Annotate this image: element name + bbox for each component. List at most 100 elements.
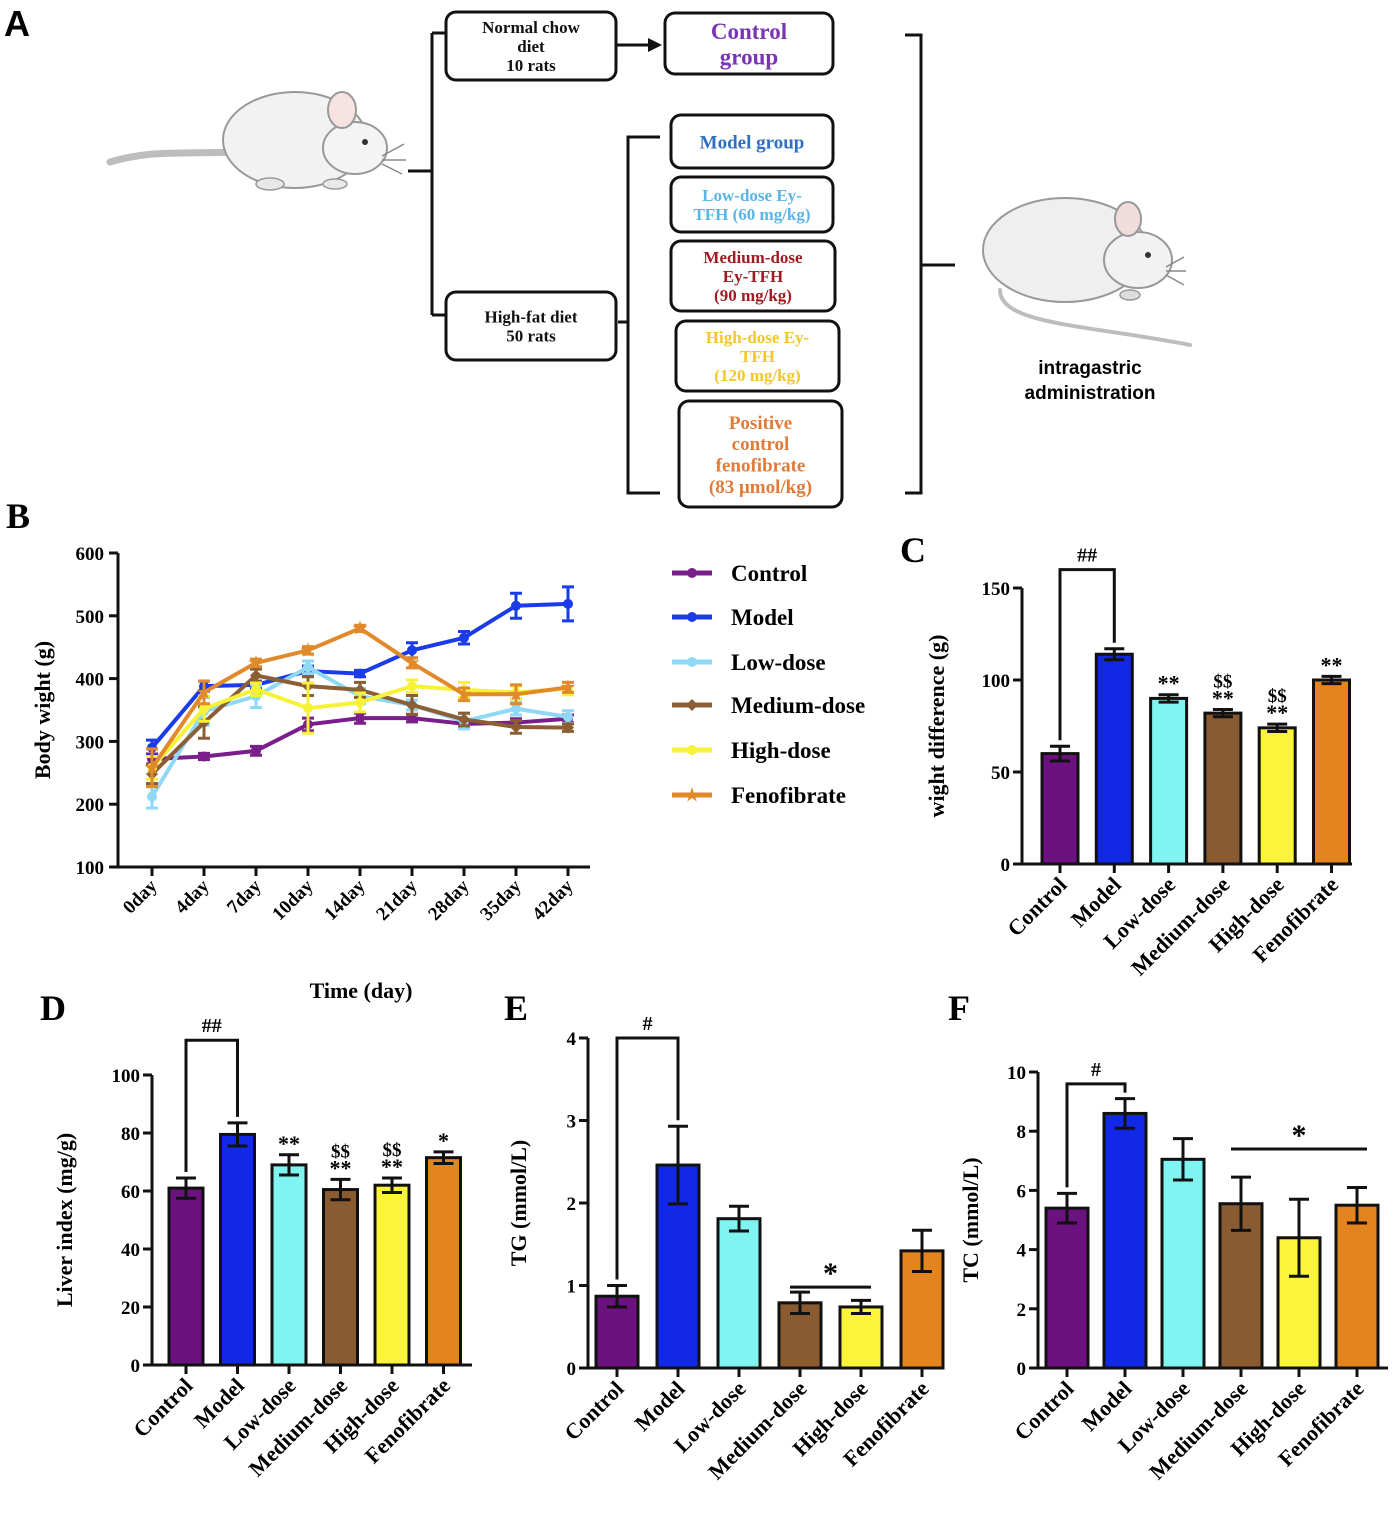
error-bar <box>433 1150 454 1165</box>
error-bar <box>227 1121 248 1148</box>
treatment-group-3-line: TFH <box>740 347 775 366</box>
rat-illustration-left <box>106 91 406 191</box>
significance-mark: ** <box>1321 652 1343 677</box>
treatment-group-3-line: (120 mg/kg) <box>714 366 800 385</box>
x-tick-label: Control <box>559 1376 628 1445</box>
legend-label: Low-dose <box>731 650 826 675</box>
normal-chow-line: Normal chow <box>482 18 580 37</box>
error-bar <box>176 1176 196 1200</box>
significance-mark-2: $$ <box>1213 671 1232 692</box>
x-axis-title: Time (day) <box>310 978 413 1003</box>
data-point <box>560 679 576 694</box>
error-bar <box>1173 1137 1193 1182</box>
series-model <box>146 585 574 757</box>
significance-mark-2: $$ <box>383 1140 402 1161</box>
treatment-group-2-box <box>669 239 837 313</box>
significance-mark: ** <box>1266 700 1288 725</box>
significance-mark: * <box>438 1128 449 1153</box>
bracket-label: ## <box>202 1015 222 1037</box>
rat-illustration-right <box>982 197 1192 347</box>
legend-label: High-dose <box>731 738 831 763</box>
admin-label-line2: administration <box>1025 383 1156 404</box>
x-tick-label: 4day <box>171 875 214 918</box>
panel-label-f: F <box>948 988 970 1028</box>
control-group-line: group <box>720 45 778 70</box>
x-tick-label: 14day <box>320 875 370 925</box>
significance-mark-2: $$ <box>331 1141 350 1162</box>
panel-label-d: D <box>40 988 66 1028</box>
error-bar <box>1104 647 1125 662</box>
y-tick-label: 40 <box>121 1240 140 1261</box>
line-label: * <box>823 1257 838 1290</box>
treatment-group-3-line: High-dose Ey- <box>706 328 810 347</box>
bar-fenofibrate <box>1312 678 1351 866</box>
error-bar <box>1321 674 1342 686</box>
treatment-group-1-line: Low-dose Ey- <box>702 186 802 205</box>
bar-model <box>1094 652 1134 866</box>
error-bar <box>729 1204 749 1233</box>
y-tick-label: 0 <box>1001 855 1011 876</box>
data-point <box>406 698 418 711</box>
y-tick-label: 8 <box>1017 1122 1027 1143</box>
x-tick-label: Control <box>1009 1376 1078 1445</box>
y-tick-label: 6 <box>1017 1181 1027 1202</box>
error-bar <box>790 1290 810 1316</box>
y-tick-label: 400 <box>76 670 105 691</box>
bar-medium-dose <box>322 1188 359 1367</box>
bar-low-dose <box>270 1163 308 1367</box>
error-bar <box>1267 722 1288 734</box>
significance-mark: ** <box>330 1155 352 1180</box>
significance-mark: ** <box>381 1154 403 1179</box>
data-point <box>511 600 521 611</box>
data-point <box>459 632 469 643</box>
treatment-group-4-line: (83 μmol/kg) <box>709 477 812 498</box>
y-tick-label: 2 <box>1017 1300 1027 1321</box>
data-point <box>144 759 160 775</box>
treatment-group-4-line: fenofibrate <box>716 455 806 476</box>
y-tick-label: 0 <box>131 1356 141 1377</box>
bar-medium-dose <box>1203 711 1243 866</box>
y-axis-title: TG (mmol/L) <box>506 1140 531 1267</box>
chart-b-legend: Control Model Low-dose Medium-dose High-dose… <box>672 561 865 808</box>
high-fat-diet-line: 50 rats <box>506 327 556 346</box>
y-tick-label: 0 <box>567 1359 577 1380</box>
high-fat-diet-box <box>444 290 618 362</box>
error-bar <box>279 1153 299 1177</box>
x-tick-label: 0day <box>119 875 162 918</box>
data-point <box>456 686 472 701</box>
legend-marker <box>686 699 698 711</box>
error-bar <box>851 1298 871 1316</box>
error-bar <box>1347 1185 1367 1225</box>
y-tick-label: 0 <box>1017 1359 1027 1380</box>
x-tick-label: 10day <box>268 875 318 925</box>
data-point <box>355 713 365 724</box>
treatment-group-2-line: Medium-dose <box>703 248 803 267</box>
bracket-label: # <box>1091 1059 1101 1081</box>
chart-b-body-weight: 100 200 300 400 500 600 0day 4day 7day 10day 14day… <box>30 544 590 1003</box>
bar-model <box>219 1132 256 1367</box>
y-tick-label: 200 <box>76 795 105 816</box>
treatment-group-4-line: control <box>732 434 790 455</box>
y-tick-label: 50 <box>991 763 1010 784</box>
legend-marker <box>684 787 700 802</box>
legend-label: Medium-dose <box>731 693 865 718</box>
y-tick-label: 1 <box>567 1277 577 1298</box>
y-tick-label: 100 <box>76 858 105 879</box>
admin-label-line1: intragastric <box>1038 358 1142 379</box>
error-bar <box>1289 1197 1309 1278</box>
treatment-group-4-line: Positive <box>729 413 792 434</box>
y-tick-label: 100 <box>982 671 1011 692</box>
y-tick-label: 60 <box>121 1182 140 1203</box>
group-bracket <box>618 135 660 495</box>
bar-fenofibrate <box>425 1156 462 1367</box>
error-bar <box>1158 693 1179 704</box>
series-control <box>146 711 574 766</box>
treatment-group-2-line: Ey-TFH <box>723 267 783 286</box>
x-tick-label: 21day <box>372 875 422 925</box>
normal-chow-line: diet <box>517 37 545 56</box>
data-point <box>300 642 316 657</box>
error-bar <box>1231 1175 1251 1232</box>
y-tick-label: 10 <box>1007 1063 1026 1084</box>
x-tick-label: 7day <box>223 875 266 918</box>
